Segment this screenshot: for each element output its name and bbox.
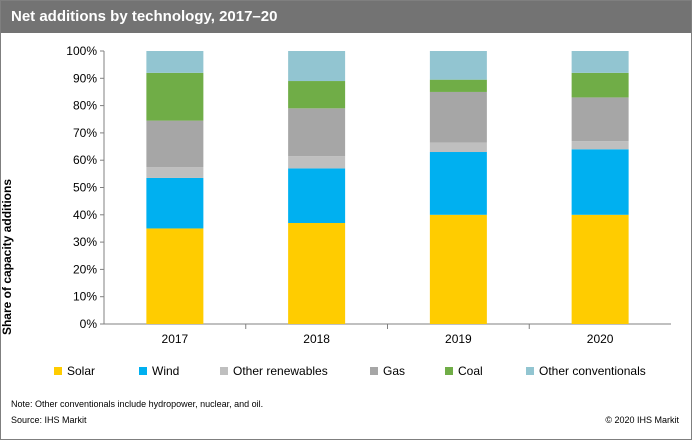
bar-coal-2017 [146,72,204,121]
legend-label: Other renewables [233,364,328,378]
legend-swatch [526,367,534,375]
bar-other-renewables-2019 [429,142,487,153]
legend-label: Gas [383,364,406,378]
bar-wind-2019 [429,152,487,215]
bar-wind-2017 [146,177,204,229]
legend: Solar Wind Other renewables Gas Coal Other co… [1,364,691,384]
bar-other-conventionals-2020 [571,51,629,73]
bar-solar-2019 [429,214,487,324]
bar-gas-2019 [429,91,487,143]
legend-item-other-conventionals: Other conventionals [526,364,646,378]
y-tick-label: 10% [73,290,97,304]
bar-gas-2018 [288,108,346,157]
legend-swatch [370,367,378,375]
bar-other-conventionals-2017 [146,51,204,73]
x-tick-label: 2020 [587,332,614,346]
y-tick-label: 50% [73,181,97,195]
y-tick-label: 0% [80,317,98,331]
legend-label: Solar [67,364,96,378]
y-tick-label: 80% [73,99,97,113]
bar-other-renewables-2017 [146,167,204,178]
x-tick-label: 2019 [445,332,472,346]
footnote: Note: Other conventionals include hydrop… [11,399,264,409]
bar-solar-2018 [288,222,346,324]
legend-item-other-renewables: Other renewables [220,364,328,378]
bar-solar-2017 [146,228,204,324]
bar-other-renewables-2020 [571,141,629,150]
legend-item-solar: Solar [54,364,95,378]
bar-coal-2020 [571,72,629,98]
title-bar: Net additions by technology, 2017–20 [1,1,691,33]
y-tick-label: 20% [73,262,97,276]
bar-coal-2019 [429,79,487,92]
y-tick-label: 90% [73,71,97,85]
bar-wind-2020 [571,149,629,215]
legend-item-gas: Gas [370,364,405,378]
y-tick-label: 70% [73,126,97,140]
bar-solar-2020 [571,214,629,324]
y-tick-label: 100% [66,44,97,58]
bar-other-conventionals-2018 [288,51,346,82]
legend-item-wind: Wind [139,364,179,378]
legend-label: Wind [152,364,180,378]
bar-gas-2020 [571,97,629,142]
legend-label: Other conventionals [539,364,646,378]
bar-coal-2018 [288,81,346,109]
source-line: Source: IHS Markit [11,415,87,425]
chart-title: Net additions by technology, 2017–20 [11,8,278,25]
bar-gas-2017 [146,120,204,168]
x-tick-label: 2018 [303,332,330,346]
legend-swatch [445,367,453,375]
legend-label: Coal [458,364,483,378]
legend-swatch [54,367,62,375]
bar-other-renewables-2018 [288,156,346,169]
x-tick-label: 2017 [162,332,189,346]
legend-swatch [139,367,147,375]
y-tick-label: 30% [73,235,97,249]
copyright-line: © 2020 IHS Markit [605,415,679,425]
y-tick-label: 40% [73,208,97,222]
plot-area: 0% 10% 20% 30% 40% 50% 60% 70% 80% 90% 100% 2017 201… [66,44,671,346]
bar-wind-2018 [288,168,346,223]
bar-other-conventionals-2019 [429,51,487,80]
y-tick-label: 60% [73,153,97,167]
legend-swatch [220,367,228,375]
legend-item-coal: Coal [445,364,483,378]
